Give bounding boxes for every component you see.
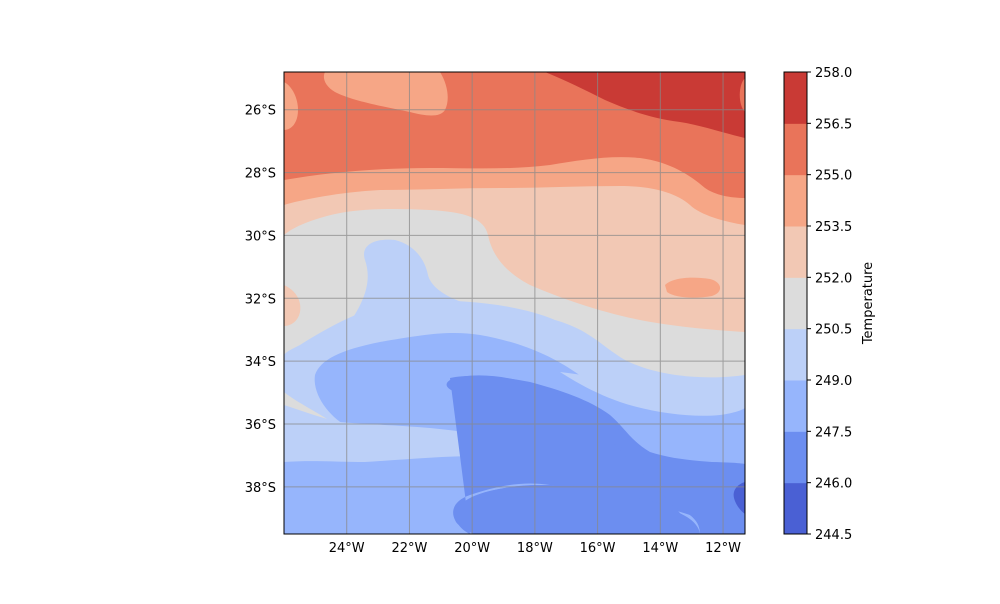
y-tick-label: 28°S: [245, 167, 276, 182]
contour-band-255-256-sliver: [739, 78, 745, 112]
colorbar-tick-label: 244.5: [815, 528, 852, 543]
contour-band-249-250-bottom: [284, 405, 512, 534]
colorbar-segment: [784, 226, 807, 278]
contour-band-253-255-blob: [665, 277, 721, 298]
y-tick-label: 38°S: [245, 481, 276, 496]
x-tick-labels: 24°W 22°W 20°W 18°W 16°W 14°W 12°W: [329, 541, 741, 556]
colorbar-segment: [784, 123, 807, 176]
x-tick-label: 12°W: [705, 541, 741, 556]
y-tick-label: 34°S: [245, 355, 276, 370]
colorbar-tick-labels: 244.5 246.0 247.5 249.0 250.5 252.0 253.5 255.0…: [815, 66, 852, 543]
contour-band-249-250-right: [560, 372, 745, 416]
colorbar-tick-label: 255.0: [815, 169, 852, 184]
colorbar-tick-label: 246.0: [815, 477, 852, 492]
colorbar-tick-label: 253.5: [815, 220, 852, 235]
contour-band-252-253-lobe: [284, 285, 301, 326]
x-tick-label: 16°W: [580, 541, 616, 556]
gridlines: [284, 72, 745, 534]
colorbar-border: [783, 71, 808, 535]
colorbar-segment: [784, 328, 807, 381]
colorbar-tick-label: 250.5: [815, 323, 852, 338]
x-tick-label: 18°W: [517, 541, 553, 556]
colorbar-segment: [784, 174, 807, 227]
map-panel: [284, 72, 745, 534]
colorbar-segment: [784, 431, 807, 484]
x-tick-label: 14°W: [642, 541, 678, 556]
colorbar-segment: [784, 380, 807, 432]
y-tick-labels: 26°S 28°S 30°S 32°S 34°S 36°S 38°S: [245, 104, 276, 496]
y-tick-label: 32°S: [245, 292, 276, 307]
colorbar-tick-label: 247.5: [815, 425, 852, 440]
colorbar-tick-label: 256.5: [815, 117, 852, 132]
contour-band-246-247-tongue: [446, 375, 620, 443]
contour-band-253-255-left: [284, 82, 298, 130]
colorbar-label: Temperature: [861, 262, 876, 345]
contour-band-256-258: [545, 72, 745, 138]
contour-band-253-255-top: [323, 72, 448, 116]
x-tick-label: 22°W: [391, 541, 427, 556]
colorbar-segment: [784, 72, 807, 124]
x-tick-label: 24°W: [329, 541, 365, 556]
colorbar-tick-label: 258.0: [815, 66, 852, 81]
y-tick-label: 36°S: [245, 418, 276, 433]
colorbar-tick-label: 252.0: [815, 271, 852, 286]
colorbar: [783, 71, 811, 535]
y-tick-label: 26°S: [245, 104, 276, 119]
colorbar-tick-label: 249.0: [815, 374, 852, 389]
colorbar-segment: [784, 482, 807, 535]
contour-band-246-247-lower: [454, 442, 745, 534]
y-tick-label: 30°S: [245, 229, 276, 244]
x-tick-label: 20°W: [454, 541, 490, 556]
contour-band-244-246: [733, 482, 745, 514]
colorbar-segment: [784, 277, 807, 330]
map-border: [283, 71, 746, 535]
